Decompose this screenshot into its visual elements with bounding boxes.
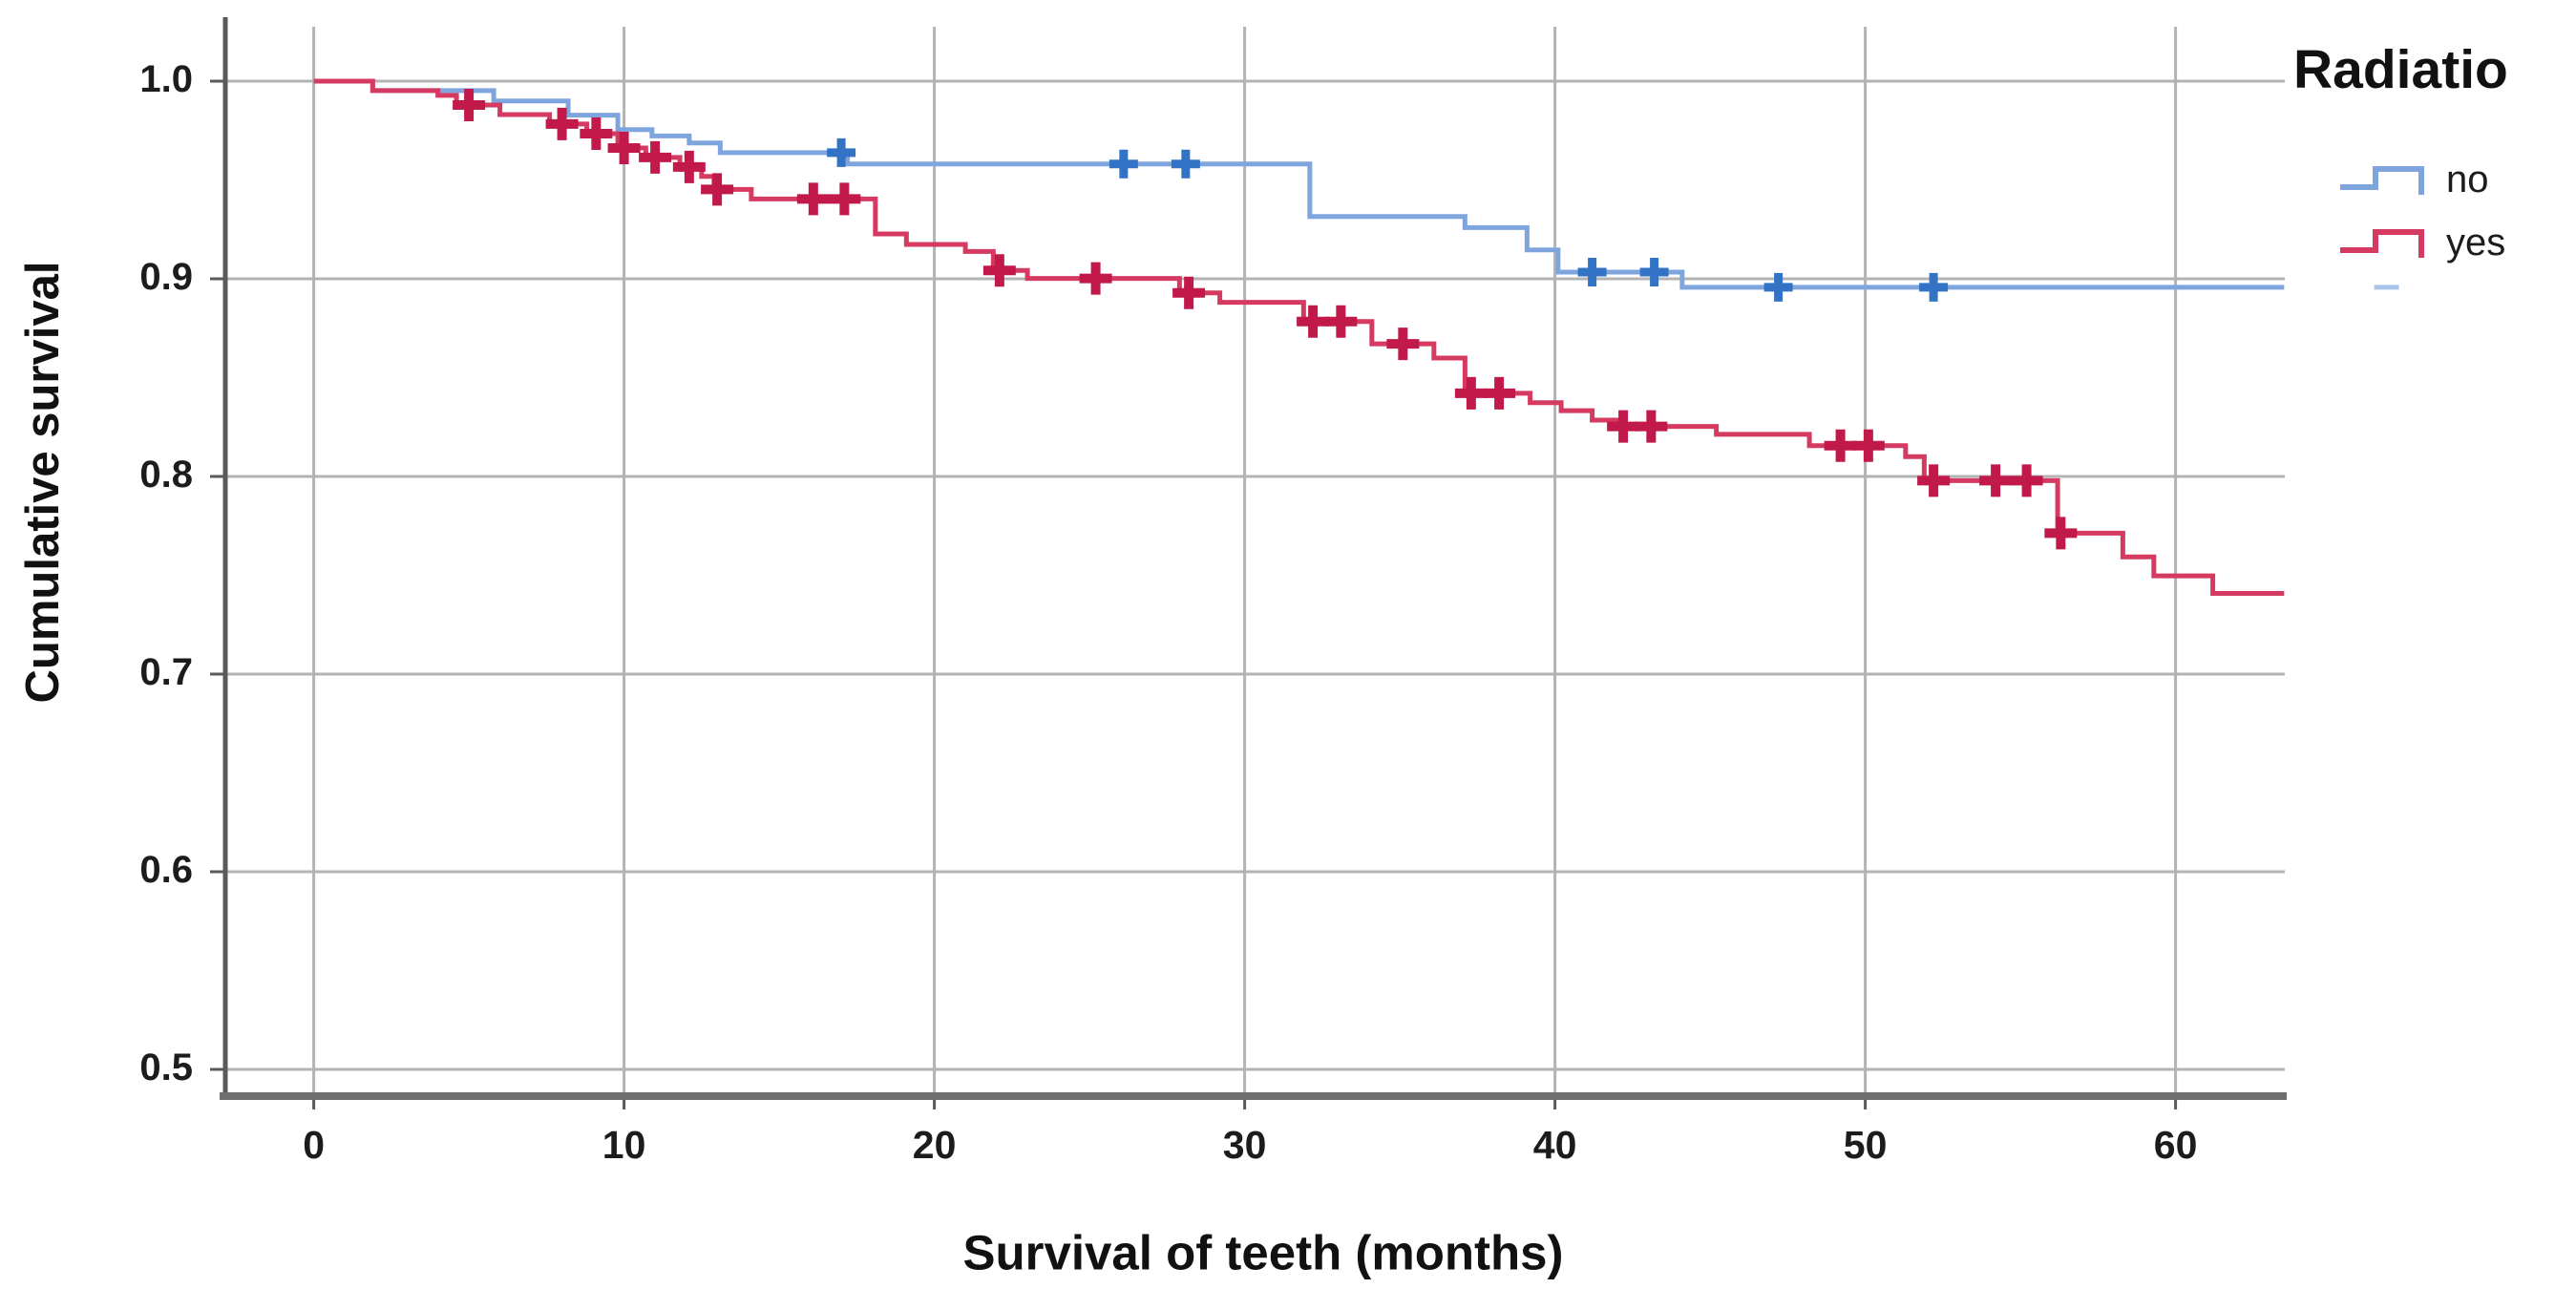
y-tick-label: 0.6	[139, 849, 193, 891]
legend-step-glyph-yes	[2340, 229, 2424, 258]
legend: Radiatio no yes	[2293, 38, 2576, 264]
legend-item-yes: yes	[2337, 220, 2505, 265]
x-tick-label: 60	[2153, 1123, 2198, 1167]
legend-step-glyph-line	[2340, 166, 2424, 195]
x-tick-label: 20	[912, 1123, 957, 1167]
legend-item-label: no	[2446, 158, 2489, 201]
x-tick-label: 10	[602, 1123, 646, 1167]
survival-curve-yes	[313, 78, 2285, 597]
y-tick-label: 1.0	[139, 58, 193, 100]
legend-item-label: yes	[2446, 221, 2506, 264]
x-tick-label: 30	[1222, 1123, 1267, 1167]
legend-step-glyph-no	[2340, 166, 2424, 195]
survival-curve-no	[313, 78, 2285, 290]
x-tick-label: 40	[1532, 1123, 1577, 1167]
y-axis-title: Cumulative survival	[17, 261, 69, 704]
x-axis-title: Survival of teeth (months)	[962, 1225, 1564, 1280]
y-tick-label: 0.8	[139, 454, 193, 496]
legend-item-no: no	[2337, 157, 2489, 202]
y-tick-label: 0.9	[139, 256, 193, 298]
legend-title: Radiatio	[2293, 39, 2508, 100]
y-tick-label: 0.7	[139, 651, 193, 693]
legend-step-glyph-line	[2340, 229, 2424, 258]
y-tick-label: 0.5	[139, 1046, 193, 1088]
x-tick-label: 50	[1843, 1123, 1888, 1167]
x-tick-label: 0	[303, 1123, 325, 1167]
